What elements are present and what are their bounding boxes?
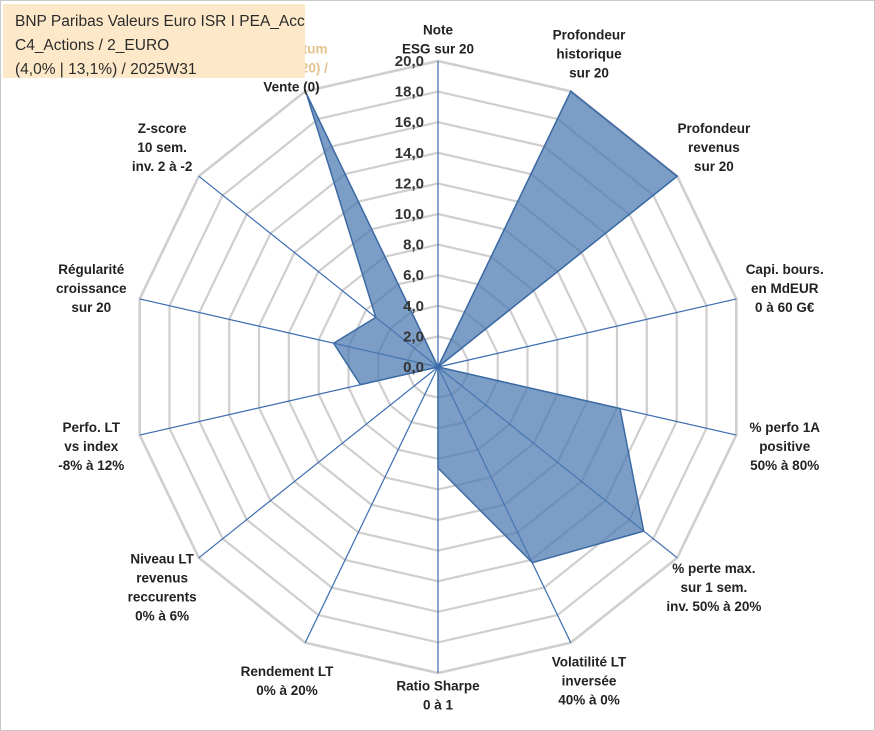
category-label-line: Perfo. LT <box>63 420 121 435</box>
category-label-line: historique <box>556 46 622 61</box>
category-label-line: sur 20 <box>71 300 111 315</box>
category-label-line: sur 1 sem. <box>681 580 748 595</box>
category-label-line: revenus <box>136 571 188 586</box>
radial-tick-label: 2,0 <box>403 328 424 345</box>
category-label-line: Niveau LT <box>130 552 194 567</box>
category-label-line: sur 20 <box>694 159 734 174</box>
category-label-line: revenus <box>688 140 740 155</box>
category-label: Z-score 10 sem. inv. 2 à -2 <box>132 121 193 174</box>
category-label: Volatilité LT inversée 40% à 0% <box>552 655 627 708</box>
category-label-line: 0% à 20% <box>256 683 318 698</box>
category-label-line: Régularité <box>58 262 125 277</box>
category-label-line: Vente (0) <box>263 80 319 95</box>
category-label: Niveau LT revenus reccurents 0% à 6% <box>128 552 197 624</box>
category-label-line: % perfo 1A <box>749 420 820 435</box>
category-label-line: 0 à 60 G€ <box>755 300 815 315</box>
radial-tick-label: 4,0 <box>403 298 424 315</box>
category-label-line: en MdEUR <box>751 281 819 296</box>
radial-tick-label: 10,0 <box>395 206 424 223</box>
axis-spoke <box>304 366 439 643</box>
category-label: % perfo 1A positive 50% à 80% <box>749 420 820 473</box>
category-label-line: 40% à 0% <box>558 693 620 708</box>
category-label-line: 0% à 6% <box>135 609 189 624</box>
category-label: Rendement LT 0% à 20% <box>241 664 335 698</box>
category-label-line: ESG sur 20 <box>402 42 474 57</box>
fund-category: C4_Actions / 2_EURO <box>15 37 170 54</box>
category-label-line: Z-score <box>138 121 187 136</box>
category-label-line: % perte max. <box>672 561 755 576</box>
category-label-line: inversée <box>562 674 617 689</box>
category-label-line: Profondeur <box>553 27 626 42</box>
category-label: Capi. bours. en MdEUR 0 à 60 G€ <box>746 262 824 315</box>
radial-tick-label: 6,0 <box>403 267 424 284</box>
radial-tick-label: 18,0 <box>395 84 424 101</box>
radial-tick-label: 20,0 <box>395 53 424 70</box>
fund-stats: (4,0% | 13,1%) / 2025W31 <box>15 61 197 78</box>
category-label-line: -8% à 12% <box>58 458 124 473</box>
category-label: Note ESG sur 20 <box>402 23 474 57</box>
category-label: % perte max. sur 1 sem. inv. 50% à 20% <box>666 561 761 614</box>
category-label-line: Capi. bours. <box>746 262 824 277</box>
fund-info-box: BNP Paribas Valeurs Euro ISR I PEA_Acc C… <box>3 4 305 78</box>
category-label-line: 10 sem. <box>137 140 187 155</box>
category-label-line: croissance <box>56 281 127 296</box>
category-label: Profondeur historique sur 20 <box>553 27 626 80</box>
category-label-line: 50% à 80% <box>750 458 819 473</box>
category-label-line: Profondeur <box>678 121 751 136</box>
category-label-line: vs index <box>64 439 119 454</box>
category-label-line: inv. 50% à 20% <box>666 599 761 614</box>
category-label-line: Volatilité LT <box>552 655 627 670</box>
radial-tick-label: 0,0 <box>403 359 424 376</box>
category-label: Ratio Sharpe 0 à 1 <box>396 679 480 713</box>
axis-spoke <box>437 298 737 368</box>
category-label: Régularité croissance sur 20 <box>56 262 127 315</box>
radial-tick-label: 12,0 <box>395 175 424 192</box>
category-label-line: Rendement LT <box>241 664 335 679</box>
category-label-line: reccurents <box>128 590 197 605</box>
category-label-line: 0 à 1 <box>423 698 454 713</box>
radial-tick-label: 14,0 <box>395 145 424 162</box>
axis-spoke <box>198 366 439 559</box>
category-label-line: Ratio Sharpe <box>396 679 480 694</box>
radial-tick-label: 16,0 <box>395 114 424 131</box>
category-label: Perfo. LT vs index -8% à 12% <box>58 420 124 473</box>
category-label-line: sur 20 <box>569 65 609 80</box>
fund-name: BNP Paribas Valeurs Euro ISR I PEA_Acc <box>15 13 305 30</box>
radial-tick-label: 8,0 <box>403 237 424 254</box>
category-label-line: Note <box>423 23 453 38</box>
category-label-line: inv. 2 à -2 <box>132 159 193 174</box>
data-series-area <box>305 90 679 564</box>
category-label: Profondeur revenus sur 20 <box>678 121 751 174</box>
category-label-line: positive <box>759 439 811 454</box>
